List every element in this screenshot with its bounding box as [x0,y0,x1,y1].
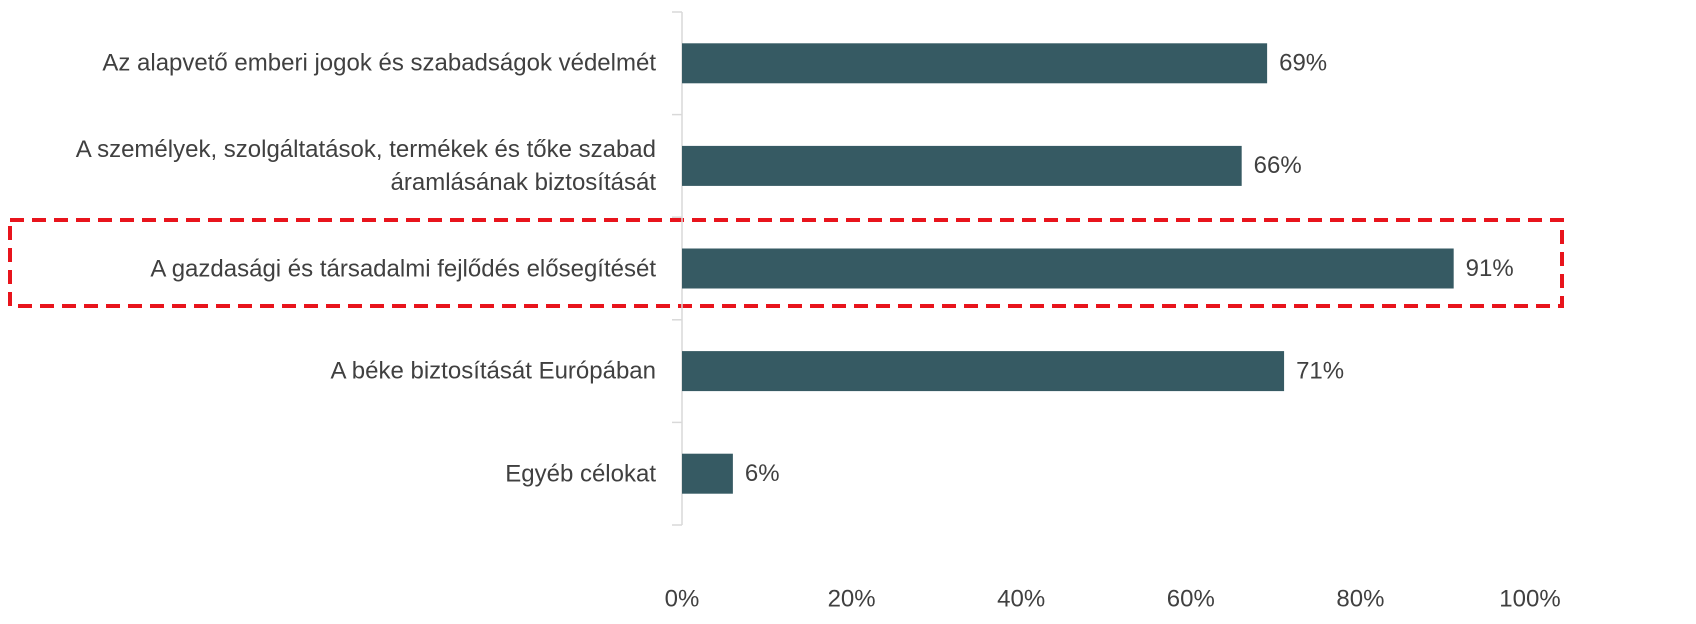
category-label: Egyéb célokat [505,460,656,488]
value-label: 71% [1296,357,1344,384]
value-label: 69% [1279,50,1327,77]
x-tick-label: 100% [1499,585,1560,612]
x-tick-label: 60% [1167,585,1215,612]
category-label: Az alapvető emberi jogok és szabadságok … [102,49,656,77]
bar [682,43,1268,84]
category-label: A béke biztosítását Európában [330,357,656,385]
x-tick-label: 40% [997,585,1045,612]
bar [682,248,1454,289]
x-tick-label: 0% [665,585,700,612]
category-label: A gazdasági és társadalmi fejlődés előse… [150,255,656,282]
bar [682,351,1285,392]
bar [682,145,1242,186]
highlight-box [8,218,1564,308]
value-label: 6% [745,460,780,487]
x-tick-label: 80% [1336,585,1384,612]
value-label: 66% [1254,152,1302,179]
category-label: A személyek, szolgáltatások, termékek és… [75,135,656,196]
x-tick-label: 20% [828,585,876,612]
value-label: 91% [1466,255,1514,282]
bar [682,453,733,494]
